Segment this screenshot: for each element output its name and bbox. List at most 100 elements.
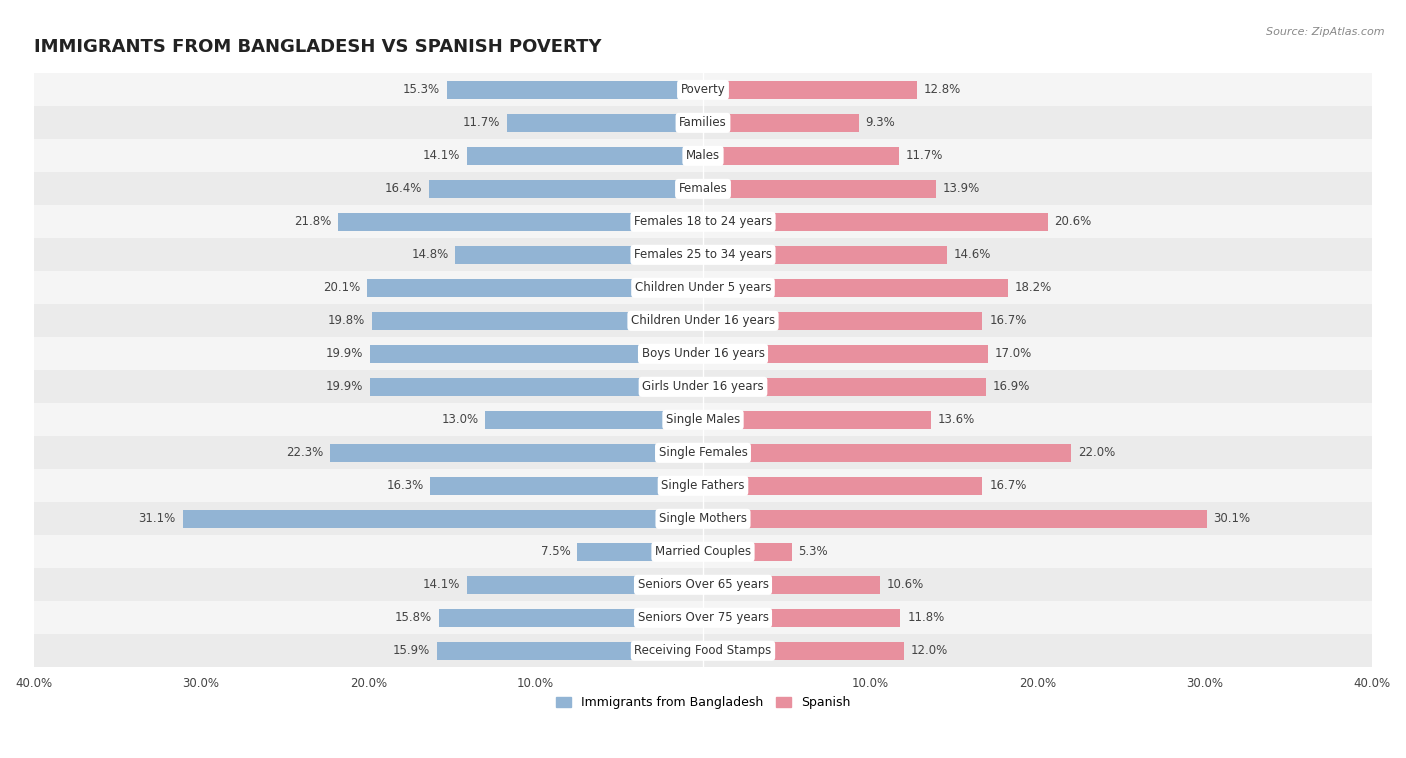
Text: Males: Males [686, 149, 720, 162]
Bar [34, 271, 1372, 304]
Text: 5.3%: 5.3% [799, 545, 828, 559]
Text: Females: Females [679, 183, 727, 196]
Bar [34, 403, 1372, 437]
Text: 10.6%: 10.6% [887, 578, 924, 591]
Text: 20.1%: 20.1% [322, 281, 360, 294]
Bar [34, 568, 1372, 601]
Bar [467, 576, 703, 594]
Text: Families: Families [679, 116, 727, 130]
Text: 11.8%: 11.8% [907, 611, 945, 625]
Bar [703, 509, 1206, 528]
Bar [367, 279, 703, 297]
Text: Single Females: Single Females [658, 446, 748, 459]
Text: 16.7%: 16.7% [990, 479, 1026, 492]
Bar [34, 437, 1372, 469]
Text: 16.9%: 16.9% [993, 381, 1031, 393]
Bar [703, 180, 935, 198]
Text: 16.3%: 16.3% [387, 479, 423, 492]
Text: 12.0%: 12.0% [911, 644, 948, 657]
Bar [439, 609, 703, 627]
Bar [703, 246, 948, 264]
Text: Receiving Food Stamps: Receiving Food Stamps [634, 644, 772, 657]
Bar [467, 147, 703, 165]
Bar [430, 477, 703, 495]
Text: 13.0%: 13.0% [441, 413, 478, 426]
Bar [703, 312, 983, 330]
Text: 17.0%: 17.0% [994, 347, 1032, 360]
Bar [34, 503, 1372, 535]
Bar [34, 304, 1372, 337]
Text: 21.8%: 21.8% [294, 215, 332, 228]
Bar [183, 509, 703, 528]
Text: Children Under 5 years: Children Under 5 years [634, 281, 772, 294]
Text: Children Under 16 years: Children Under 16 years [631, 315, 775, 327]
Text: 15.3%: 15.3% [404, 83, 440, 96]
Bar [34, 601, 1372, 634]
Bar [34, 106, 1372, 139]
Text: 13.6%: 13.6% [938, 413, 974, 426]
Bar [371, 312, 703, 330]
Bar [34, 535, 1372, 568]
Bar [34, 205, 1372, 238]
Text: 14.1%: 14.1% [423, 578, 460, 591]
Text: Seniors Over 65 years: Seniors Over 65 years [637, 578, 769, 591]
Bar [34, 238, 1372, 271]
Text: IMMIGRANTS FROM BANGLADESH VS SPANISH POVERTY: IMMIGRANTS FROM BANGLADESH VS SPANISH PO… [34, 38, 600, 56]
Bar [34, 337, 1372, 371]
Text: 11.7%: 11.7% [463, 116, 501, 130]
Bar [437, 642, 703, 660]
Bar [703, 377, 986, 396]
Legend: Immigrants from Bangladesh, Spanish: Immigrants from Bangladesh, Spanish [551, 691, 855, 714]
Bar [703, 443, 1071, 462]
Text: Boys Under 16 years: Boys Under 16 years [641, 347, 765, 360]
Bar [578, 543, 703, 561]
Text: 7.5%: 7.5% [541, 545, 571, 559]
Bar [703, 81, 917, 99]
Bar [456, 246, 703, 264]
Text: Single Males: Single Males [666, 413, 740, 426]
Text: 30.1%: 30.1% [1213, 512, 1250, 525]
Text: 14.8%: 14.8% [412, 249, 449, 262]
Text: 20.6%: 20.6% [1054, 215, 1091, 228]
Text: Source: ZipAtlas.com: Source: ZipAtlas.com [1267, 27, 1385, 36]
Bar [703, 411, 931, 429]
Text: Girls Under 16 years: Girls Under 16 years [643, 381, 763, 393]
Text: 16.7%: 16.7% [990, 315, 1026, 327]
Bar [703, 213, 1047, 231]
Text: 22.3%: 22.3% [285, 446, 323, 459]
Bar [703, 345, 987, 363]
Bar [703, 576, 880, 594]
Text: 15.8%: 15.8% [395, 611, 432, 625]
Text: 9.3%: 9.3% [865, 116, 896, 130]
Bar [703, 147, 898, 165]
Bar [703, 114, 859, 132]
Text: Married Couples: Married Couples [655, 545, 751, 559]
Text: 22.0%: 22.0% [1078, 446, 1115, 459]
Bar [703, 279, 1008, 297]
Text: 13.9%: 13.9% [942, 183, 980, 196]
Text: 12.8%: 12.8% [924, 83, 962, 96]
Text: Single Fathers: Single Fathers [661, 479, 745, 492]
Bar [703, 609, 900, 627]
Bar [339, 213, 703, 231]
Text: 19.8%: 19.8% [328, 315, 366, 327]
Bar [34, 371, 1372, 403]
Text: 19.9%: 19.9% [326, 347, 363, 360]
Text: 14.1%: 14.1% [423, 149, 460, 162]
Bar [370, 345, 703, 363]
Bar [34, 74, 1372, 106]
Text: Females 25 to 34 years: Females 25 to 34 years [634, 249, 772, 262]
Bar [330, 443, 703, 462]
Text: 16.4%: 16.4% [384, 183, 422, 196]
Bar [34, 634, 1372, 667]
Bar [703, 642, 904, 660]
Bar [485, 411, 703, 429]
Text: 15.9%: 15.9% [392, 644, 430, 657]
Bar [447, 81, 703, 99]
Text: 18.2%: 18.2% [1014, 281, 1052, 294]
Bar [34, 139, 1372, 172]
Bar [34, 172, 1372, 205]
Text: 14.6%: 14.6% [955, 249, 991, 262]
Text: Single Mothers: Single Mothers [659, 512, 747, 525]
Text: 31.1%: 31.1% [139, 512, 176, 525]
